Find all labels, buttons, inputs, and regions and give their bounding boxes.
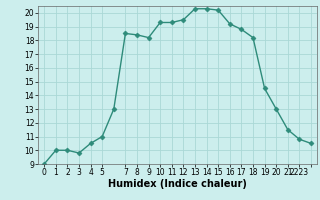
X-axis label: Humidex (Indice chaleur): Humidex (Indice chaleur): [108, 179, 247, 189]
